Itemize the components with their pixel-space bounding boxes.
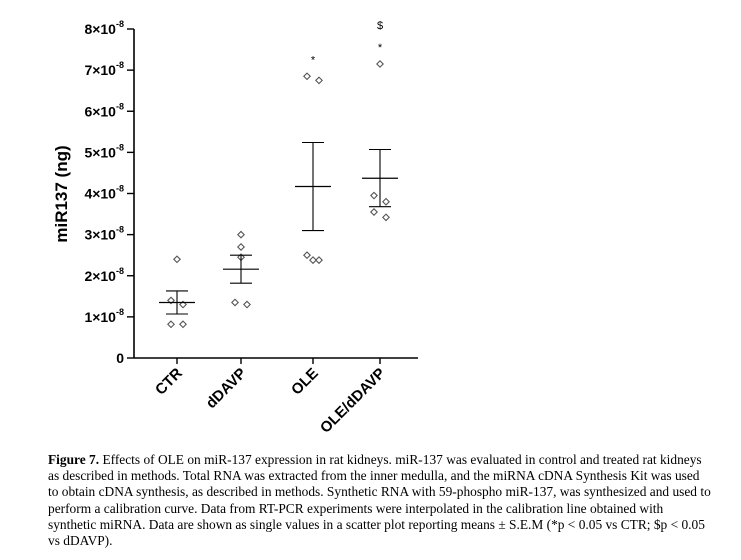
data-point — [303, 251, 311, 260]
data-point — [237, 230, 245, 239]
data-point — [231, 298, 239, 307]
group-ole-ddavp: *$ — [362, 20, 398, 222]
data-point — [376, 59, 384, 68]
significance-marker: * — [311, 54, 316, 66]
data-point — [382, 213, 390, 222]
data-point — [173, 255, 181, 264]
y-tick-label: 3×10-8 — [84, 225, 124, 243]
y-tick-label: 5×10-8 — [84, 142, 124, 160]
y-tick-label: 6×10-8 — [84, 101, 124, 119]
y-tick-label: 4×10-8 — [84, 184, 124, 202]
y-tick-label: 1×10-8 — [84, 307, 124, 325]
caption-text: Effects of OLE on miR-137 expression in … — [48, 452, 711, 549]
y-axis-title: miR137 (ng) — [52, 145, 71, 242]
caption-lead: Figure 7. — [48, 452, 100, 467]
y-tick-label: 0 — [116, 350, 124, 366]
significance-marker: * — [378, 42, 383, 54]
data-point — [370, 191, 378, 200]
data-point — [315, 76, 323, 85]
data-point — [370, 208, 378, 216]
y-axis: 0 1×10-8 2×10-8 3×10-8 4×10-8 5×10-8 6×10-8 7×1… — [84, 19, 135, 366]
data-point — [243, 300, 251, 309]
figure-caption: Figure 7. Effects of OLE on miR-137 expr… — [48, 452, 713, 549]
data-point — [382, 197, 390, 206]
x-tick-label-ole: OLE — [288, 365, 322, 399]
data-point — [309, 256, 317, 265]
x-tick-label-ctr: CTR — [152, 365, 186, 399]
data-point — [315, 256, 323, 265]
group-ddavp — [223, 230, 259, 309]
data-point — [179, 320, 187, 329]
group-ctr — [159, 255, 195, 329]
x-tick-label-ddavp: dDAVP — [203, 365, 250, 412]
scatter-chart: 0 1×10-8 2×10-8 3×10-8 4×10-8 5×10-8 6×10-8 7×1… — [52, 19, 418, 437]
data-point — [303, 72, 311, 81]
group-ole: * — [295, 54, 331, 265]
y-tick-label: 7×10-8 — [84, 60, 124, 78]
data-point — [237, 242, 245, 251]
significance-marker: $ — [377, 20, 383, 32]
y-tick-label: 2×10-8 — [84, 266, 124, 284]
plot-area: **$ — [159, 20, 398, 329]
x-tick-label-ole-ddavp: OLE/dDAVP — [317, 365, 389, 437]
y-tick-label: 8×10-8 — [84, 19, 124, 37]
data-point — [167, 320, 175, 329]
